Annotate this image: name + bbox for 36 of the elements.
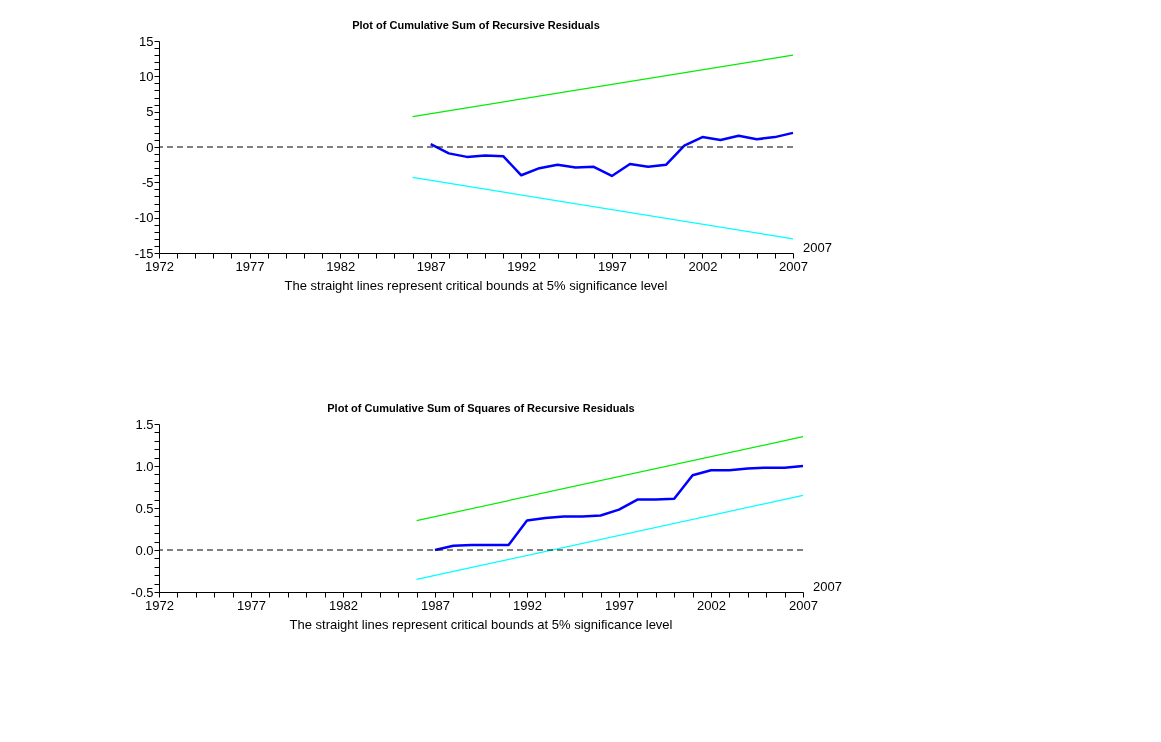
y-tick-label: 1.0 (135, 458, 154, 474)
x-tick-label: 1972 (145, 597, 174, 613)
x-tick-label: 1972 (145, 258, 174, 274)
x-tick-label: 1977 (237, 597, 266, 613)
chart-title: Plot of Cumulative Sum of Squares of Recursive Residuals (327, 402, 635, 414)
y-tick-label: 15 (139, 33, 154, 49)
line-series (429, 131, 795, 178)
y-tick-label: -5 (141, 174, 154, 190)
text: 2007 (803, 240, 832, 255)
y-tick-label: 0.0 (135, 542, 154, 558)
y-tick-label: 5 (146, 104, 154, 120)
text: 2007 (813, 579, 842, 594)
y-tick-label: 1.5 (135, 416, 154, 432)
x-tick-label: 2002 (688, 258, 718, 274)
x-tick-label: 1992 (507, 258, 537, 274)
text: The straight lines represent critical bounds at 5% significance level (284, 278, 668, 293)
y-tick-label: -15 (134, 245, 154, 261)
x-tick-label: 1997 (605, 597, 634, 613)
y-tick-label: 0.5 (135, 500, 154, 516)
y-tick-label: -10 (134, 210, 154, 226)
y-tick-label: 0 (146, 139, 154, 155)
x-tick-label: 1987 (421, 597, 450, 613)
x-tick-label: 1987 (416, 258, 446, 274)
x-tick-label: 1977 (235, 258, 265, 274)
x-tick-label: 1997 (597, 258, 627, 274)
x-tick-label: 1982 (329, 597, 358, 613)
y-tick-label: -0.5 (131, 584, 154, 600)
chart-title: Plot of Cumulative Sum of Recursive Residuals (352, 19, 600, 31)
x-tick-label: 2007 (779, 258, 808, 274)
y-tick-label: 10 (139, 68, 154, 84)
line-series (433, 464, 805, 552)
x-tick-label: 1982 (326, 258, 356, 274)
x-tick-label: 2007 (789, 597, 818, 613)
text: The straight lines represent critical bounds at 5% significance level (289, 617, 673, 632)
x-tick-label: 2002 (697, 597, 726, 613)
x-tick-label: 1992 (513, 597, 542, 613)
